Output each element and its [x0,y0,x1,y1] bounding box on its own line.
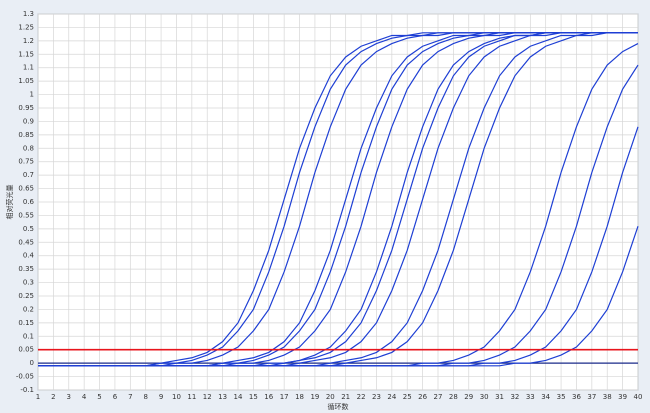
x-tick-label: 11 [187,393,196,401]
y-tick-label: 0.2 [23,305,34,313]
y-tick-label: 0.15 [18,319,34,327]
x-tick-label: 16 [264,393,273,401]
x-tick-label: 40 [634,393,643,401]
x-tick-label: 20 [326,393,335,401]
amplification-curve [38,225,639,367]
x-tick-label: 36 [572,393,581,401]
x-tick-label: 27 [434,393,443,401]
y-tick-label: 0.9 [23,117,34,125]
x-tick-label: 33 [526,393,535,401]
x-tick-label: 38 [603,393,612,401]
x-tick-label: 24 [387,393,396,401]
x-tick-label: 2 [51,393,55,401]
x-tick-label: 12 [203,393,212,401]
y-tick-label: 0.3 [23,279,34,287]
x-tick-label: 32 [510,393,519,401]
x-tick-label: 15 [249,393,258,401]
y-tick-label: 1.25 [18,23,34,31]
x-tick-label: 6 [113,393,118,401]
x-tick-label: 5 [97,393,101,401]
x-tick-label: 35 [557,393,566,401]
y-tick-label: 1.1 [23,64,34,72]
x-tick-label: 8 [143,393,147,401]
y-axis-label: 相对荧光量 [5,185,14,220]
x-tick-label: 22 [357,393,366,401]
y-tick-label: 0.95 [18,104,34,112]
x-tick-label: 29 [464,393,473,401]
x-tick-label: 3 [67,393,71,401]
x-tick-label: 4 [82,393,87,401]
y-tick-label: 0.65 [18,185,34,193]
y-tick-label: -0.1 [20,386,34,394]
x-tick-label: 10 [172,393,181,401]
x-tick-label: 30 [480,393,489,401]
x-tick-label: 31 [495,393,504,401]
x-tick-label: 14 [234,393,243,401]
y-tick-label: 0.25 [18,292,34,300]
x-tick-label: 23 [372,393,381,401]
y-tick-label: 0.7 [23,171,34,179]
y-tick-label: 1.15 [18,50,34,58]
y-tick-label: 1.05 [18,77,34,85]
y-tick-label: 0.05 [18,346,34,354]
x-tick-label: 1 [36,393,40,401]
x-tick-label: 34 [541,393,550,401]
x-axis-label: 循环数 [328,402,349,411]
y-tick-label: 0 [30,359,34,367]
y-tick-label: 0.1 [23,332,34,340]
y-tick-label: 1.2 [23,37,34,45]
y-tick-label: 1 [30,91,34,99]
x-tick-label: 26 [418,393,427,401]
y-tick-label: -0.05 [16,373,34,381]
y-tick-label: 0.45 [18,238,34,246]
y-tick-label: 0.75 [18,158,34,166]
y-tick-label: 0.35 [18,265,34,273]
x-tick-label: 7 [128,393,132,401]
y-tick-label: 1.3 [23,10,34,18]
x-tick-label: 9 [159,393,163,401]
x-tick-label: 21 [341,393,350,401]
y-tick-label: 0.8 [23,144,34,152]
x-tick-label: 25 [403,393,412,401]
y-tick-label: 0.6 [23,198,35,206]
x-tick-label: 37 [587,393,596,401]
x-tick-label: 19 [310,393,319,401]
x-tick-label: 28 [449,393,458,401]
x-tick-label: 18 [295,393,304,401]
x-tick-label: 17 [280,393,289,401]
y-tick-label: 0.55 [18,211,34,219]
y-tick-label: 0.4 [23,252,35,260]
y-tick-label: 0.85 [18,131,34,139]
x-tick-label: 39 [618,393,627,401]
x-tick-label: 13 [218,393,227,401]
y-tick-label: 0.5 [23,225,34,233]
